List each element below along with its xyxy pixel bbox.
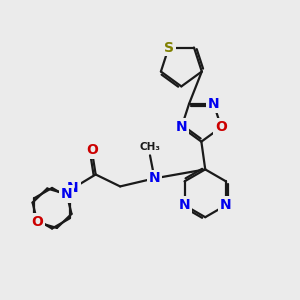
Text: N: N <box>61 187 73 201</box>
Text: S: S <box>164 40 174 55</box>
Text: N: N <box>179 198 190 212</box>
Text: O: O <box>215 120 227 134</box>
Text: N: N <box>208 97 220 111</box>
Text: O: O <box>32 215 43 229</box>
Text: O: O <box>86 143 98 157</box>
Text: N: N <box>176 120 187 134</box>
Text: N: N <box>149 171 160 185</box>
Text: N: N <box>220 198 232 212</box>
Text: CH₃: CH₃ <box>140 142 160 152</box>
Text: N: N <box>67 181 79 195</box>
